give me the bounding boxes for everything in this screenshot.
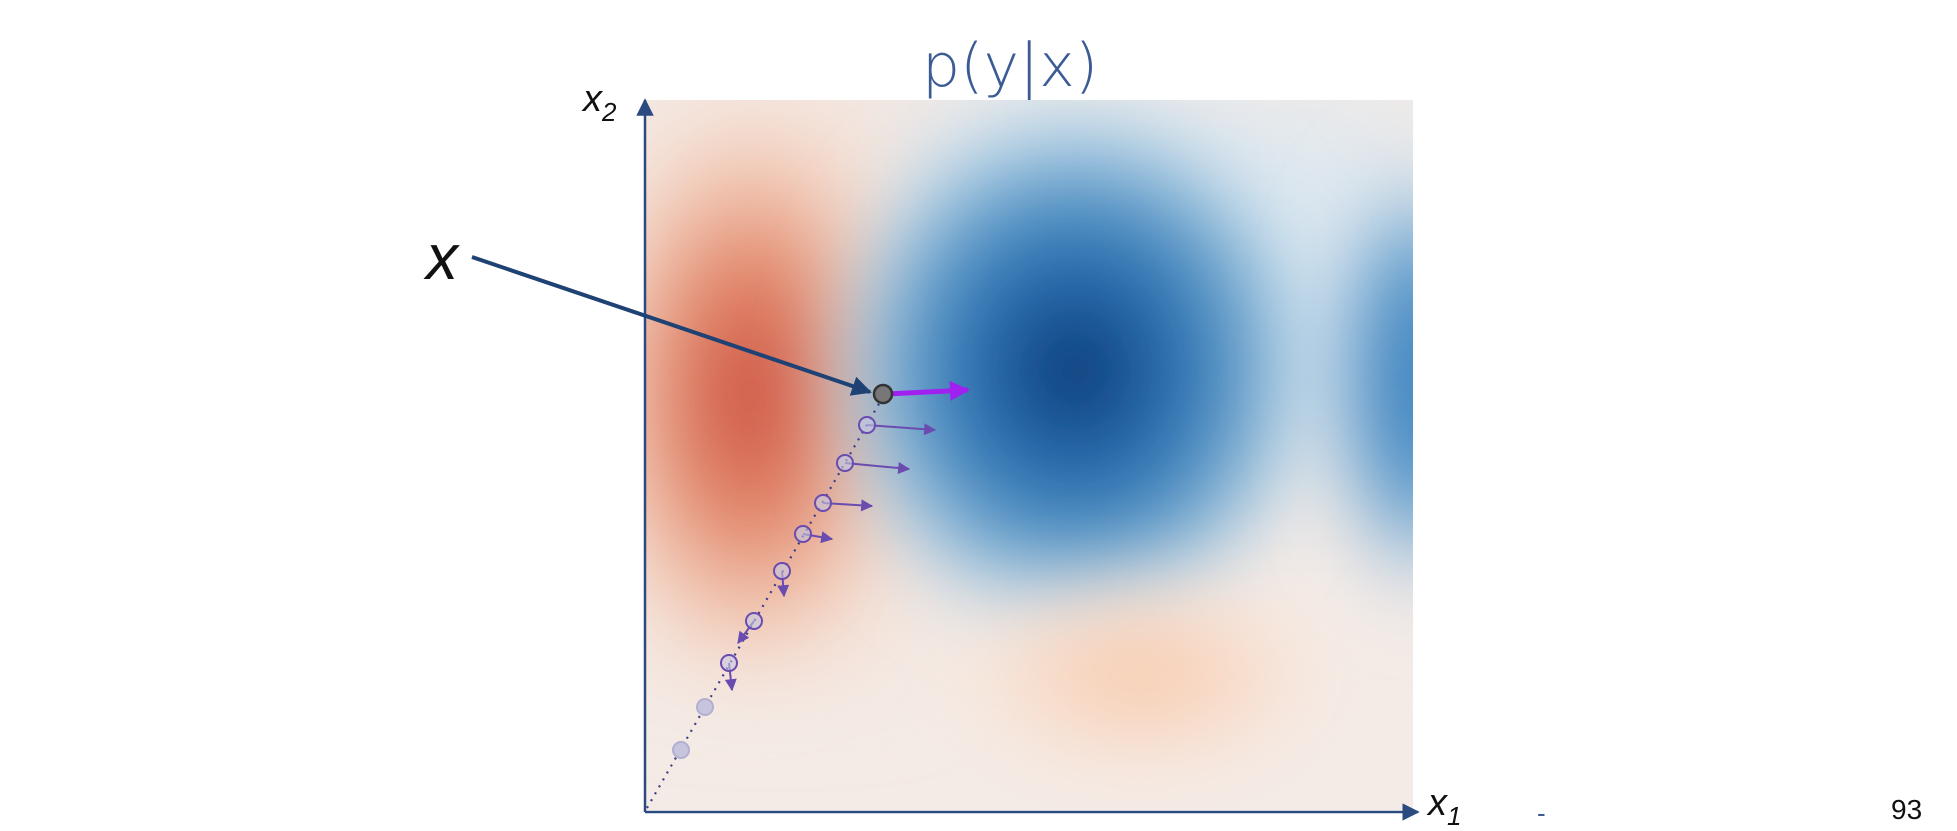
path-point: [858, 416, 876, 434]
path-point: [836, 454, 854, 472]
y-axis-label-var: x: [583, 78, 602, 120]
path-point: [794, 525, 812, 543]
positive-class-blob-right: [1310, 140, 1413, 620]
path-point-faded: [672, 741, 690, 759]
page-number: 93: [1891, 794, 1923, 825]
secondary-negative-blob: [930, 565, 1350, 785]
path-points: [672, 416, 876, 759]
path-point: [773, 562, 791, 580]
path-point: [814, 494, 832, 512]
positive-class-blob: [825, 100, 1325, 640]
path-arrow-2: [844, 462, 911, 474]
input-pointer-arrow: [471, 255, 872, 396]
path-point: [745, 612, 763, 630]
input-label: x: [426, 221, 458, 293]
path-point: [720, 654, 738, 672]
x-axis-label-var: x: [1428, 782, 1447, 824]
heatmap-field: [645, 100, 1413, 810]
figure-title: p(y|x): [922, 31, 1099, 101]
path-arrow-1: [866, 423, 937, 436]
input-gradient-arrow: [885, 380, 970, 401]
y-axis-label-subscript: 2: [602, 97, 617, 127]
x-axis-label: x1: [1428, 784, 1461, 829]
stray-mark: -: [1537, 798, 1546, 828]
x-axis-label-subscript: 1: [1447, 801, 1462, 831]
input-point: [872, 383, 894, 405]
y-axis-label: x2: [583, 80, 616, 125]
path-point-faded: [696, 698, 714, 716]
